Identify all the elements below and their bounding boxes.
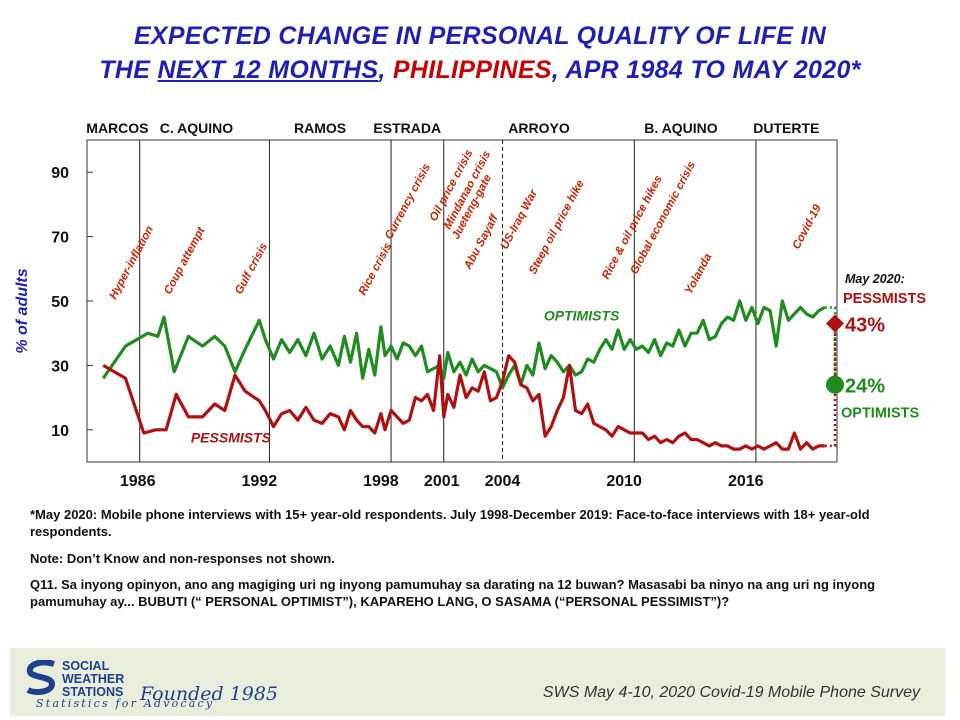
may2020-caption: May 2020: xyxy=(845,272,905,286)
pessimists-dotted-connector xyxy=(824,323,837,448)
event-label: Gulf crisis xyxy=(233,241,270,296)
x-tick-label: 2016 xyxy=(728,473,764,490)
chart-title-line1: EXPECTED CHANGE IN PERSONAL QUALITY OF L… xyxy=(133,22,827,50)
sws-logo-icon xyxy=(26,660,56,695)
y-tick-label: 30 xyxy=(51,358,69,375)
title-part-e: , APR 1984 TO MAY 2020* xyxy=(551,56,861,84)
may2020-pessimists-value: 43% xyxy=(845,315,885,337)
sws-name-line1: SOCIAL xyxy=(62,659,110,673)
event-label: Hyper-inflation xyxy=(107,224,156,301)
sws-tagline: Statistics for Advocacy xyxy=(36,697,215,710)
footer-band xyxy=(10,648,945,716)
event-label: Covid-19 xyxy=(791,202,825,251)
admin-label: ESTRADA xyxy=(373,120,441,136)
pessimists-inline-label: PESSMISTS xyxy=(191,430,272,446)
x-tick-label: 1998 xyxy=(363,473,399,490)
footnote-nonresponse: Note: Don’t Know and non-responses not s… xyxy=(30,551,335,566)
chart-title-line2: THE NEXT 12 MONTHS, PHILIPPINES, APR 198… xyxy=(0,56,960,85)
optimists-line xyxy=(101,299,826,390)
admin-label: ARROYO xyxy=(508,120,570,136)
may2020-optimists-value: 24% xyxy=(845,376,885,398)
x-tick-label: 1992 xyxy=(242,473,278,490)
sws-name: SOCIAL WEATHER STATIONS xyxy=(62,660,124,699)
y-tick-label: 70 xyxy=(51,230,69,247)
event-label: Coup attempt xyxy=(162,224,208,296)
pessimists-line xyxy=(102,354,825,451)
optimists-inline-label: OPTIMISTS xyxy=(544,307,620,323)
x-tick-label: 2001 xyxy=(424,473,460,490)
x-tick-label: 2004 xyxy=(485,473,521,490)
survey-question: Q11. Sa inyong opinyon, ano ang magiging… xyxy=(30,577,876,609)
event-label: Rice crisis xyxy=(357,241,395,297)
y-tick-label: 90 xyxy=(51,165,69,182)
sws-founded: Founded 1985 xyxy=(140,683,279,705)
admin-label: DUTERTE xyxy=(753,120,819,136)
admin-label: C. AQUINO xyxy=(160,120,233,136)
optimists-dotted-connector xyxy=(824,306,837,385)
title-part-c: , xyxy=(378,56,393,84)
line-chart: 10 30 50 70 90 1986 1992 1998 2001 2004 2010 2016 % … xyxy=(14,120,926,490)
title-part-next12: NEXT 12 MONTHS xyxy=(157,56,379,84)
x-tick-label: 1986 xyxy=(120,473,156,490)
admin-label: RAMOS xyxy=(294,120,346,136)
y-tick-label: 50 xyxy=(51,294,69,311)
title-part-a: THE xyxy=(99,56,158,84)
admin-label: B. AQUINO xyxy=(644,120,717,136)
footnote-methodology: *May 2020: Mobile phone interviews with … xyxy=(30,507,870,539)
may2020-pessimists-label: PESSMISTS xyxy=(843,291,926,307)
y-tick-label: 10 xyxy=(51,423,69,440)
sws-name-line3: STATIONS xyxy=(62,685,124,699)
event-label: US-Iraq War xyxy=(499,187,541,251)
survey-caption: SWS May 4-10, 2020 Covid-19 Mobile Phone… xyxy=(542,684,920,701)
title-part-philippines: PHILIPPINES xyxy=(392,56,552,84)
may2020-optimists-label: OPTIMISTS xyxy=(841,406,919,422)
x-tick-label: 2010 xyxy=(606,473,642,490)
optimists-may2020-marker xyxy=(825,375,844,394)
admin-label: MARCOS xyxy=(86,120,148,136)
sws-name-line2: WEATHER xyxy=(62,672,125,686)
y-axis-label: % of adults xyxy=(14,268,31,353)
event-label: Yolanda xyxy=(683,251,715,296)
pessimists-may2020-marker xyxy=(825,314,844,333)
